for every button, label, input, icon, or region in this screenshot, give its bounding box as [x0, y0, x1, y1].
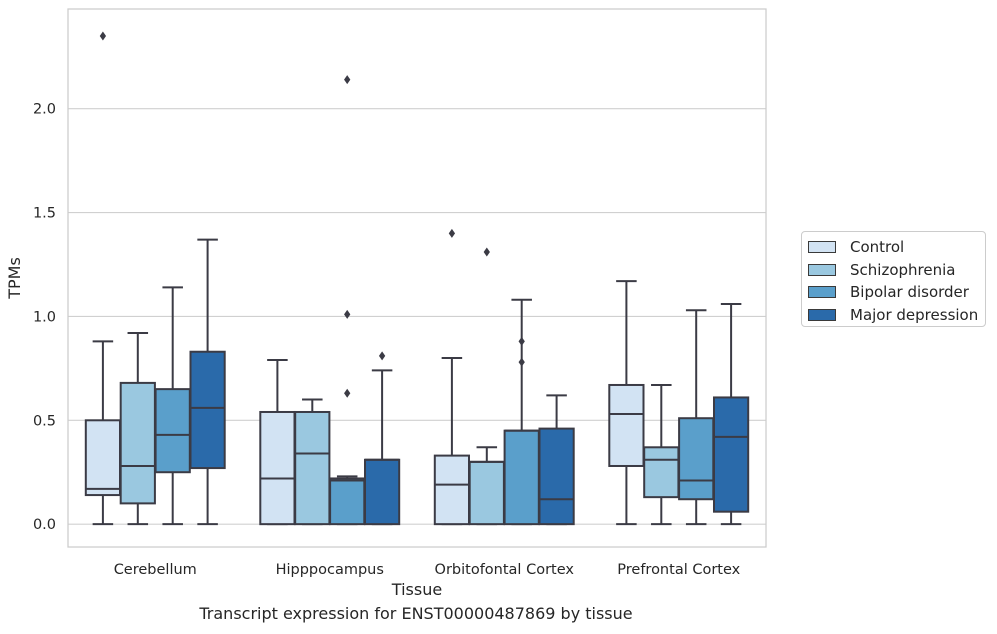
plot-frame: [67, 8, 767, 548]
legend-item: Major depression: [808, 304, 985, 327]
x-axis-label: Tissue: [391, 580, 442, 599]
legend-swatch: [808, 263, 836, 276]
box-group: [84, 31, 122, 526]
outlier-point: [518, 357, 525, 367]
box: [259, 410, 296, 526]
legend-item: Control: [808, 236, 985, 259]
box-group: [503, 298, 540, 526]
box: [84, 419, 122, 497]
box-group: [643, 383, 680, 526]
outlier-point: [378, 351, 386, 361]
legend-swatch: [808, 308, 836, 321]
outlier-point: [483, 247, 490, 257]
legend-label: Control: [850, 238, 905, 257]
box-group: [433, 228, 471, 526]
box: [538, 427, 575, 526]
box-group: [363, 351, 401, 526]
y-tick-labels: 0.0 0.5 1.0 1.5 2.0: [33, 102, 56, 533]
box: [503, 429, 540, 526]
box: [433, 454, 471, 526]
outlier-point: [518, 336, 525, 346]
outlier-point: [99, 31, 107, 41]
y-tick-label: 1.5: [33, 206, 56, 222]
box-plot-marks: [84, 31, 750, 526]
legend-item: Schizophrenia: [808, 259, 985, 282]
box: [189, 350, 226, 470]
box-group: [712, 302, 750, 526]
legend-label: Major depression: [850, 305, 979, 324]
box: [608, 383, 645, 467]
y-tick-label: 1.0: [33, 309, 56, 325]
chart-caption: Transcript expression for ENST0000048786…: [199, 604, 633, 623]
legend: Control Schizophrenia Bipolar disorder Majo…: [801, 231, 986, 327]
outlier-point: [344, 388, 351, 398]
box: [294, 410, 331, 526]
y-tick-label: 0.0: [33, 517, 56, 533]
box: [712, 396, 750, 513]
box-group: [154, 286, 191, 526]
box-group: [259, 359, 296, 526]
legend-swatch: [808, 241, 836, 254]
outlier-point: [344, 309, 351, 319]
outlier-point: [344, 75, 351, 85]
box: [678, 417, 715, 501]
box: [643, 446, 680, 499]
legend-item: Bipolar disorder: [808, 281, 985, 304]
box-group: [329, 75, 366, 526]
legend-label: Bipolar disorder: [850, 283, 969, 302]
box-group: [678, 309, 715, 526]
x-tick-label: Prefrontal Cortex: [617, 562, 740, 578]
box: [119, 381, 156, 505]
x-tick-label: Cerebellum: [114, 562, 197, 578]
box-group: [189, 238, 226, 526]
legend-swatch: [808, 286, 836, 299]
y-tick-label: 2.0: [33, 102, 56, 118]
box-group: [608, 280, 645, 526]
box-group: [294, 398, 331, 526]
outlier-point: [448, 228, 456, 238]
x-tick-label: Orbitofontal Cortex: [435, 562, 575, 578]
box-group: [538, 394, 575, 526]
legend-label: Schizophrenia: [850, 260, 956, 279]
x-tick-label: Hipppocampus: [276, 562, 384, 578]
box: [363, 458, 401, 526]
box-group: [119, 332, 156, 526]
box-group: [468, 247, 505, 526]
y-tick-label: 0.5: [33, 413, 56, 429]
box: [468, 460, 505, 526]
y-axis-label: TPMs: [5, 257, 24, 300]
box: [329, 477, 366, 526]
box: [154, 388, 191, 474]
x-tick-labels: Cerebellum Hipppocampus Orbitofontal Corte…: [114, 562, 741, 578]
